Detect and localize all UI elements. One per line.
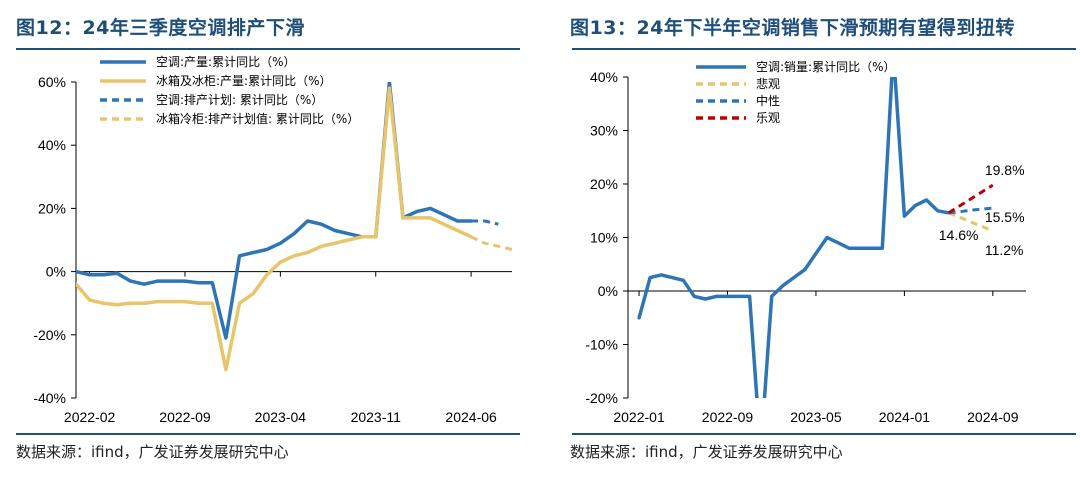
x-tick-label: 2023-05 [790,409,842,425]
y-tick-label: -20% [33,327,66,343]
series-line-3 [948,206,993,215]
source-note: 数据来源：ifind，广发证券发展研究中心 [16,443,289,461]
data-label: 19.8% [985,162,1025,178]
legend-label: 空调:排产计划: 累计同比（%） [156,93,323,107]
y-tick-label: -10% [585,337,618,353]
chart-title: 图13：24年下半年空调销售下滑预期有望得到扭转 [570,17,1015,39]
legend-label: 中性 [756,93,780,108]
footer-divider [572,433,1076,435]
legend-label: 冰箱及冰柜:产量:累计同比（%） [156,73,332,88]
chart-panel-production: 图12：24年三季度空调排产下滑 -40% -20% 0% 20% 40% 60% 2022… [0,0,520,477]
y-tick-label: 20% [590,176,618,192]
y-tick-label: 0% [598,283,618,299]
x-tick-label: 2022-02 [64,409,116,425]
legend-label: 空调:产量:累计同比（%） [156,55,296,69]
data-label: 11.2% [985,242,1024,258]
data-label: 14.6% [939,227,979,243]
chart-panel-sales: 图13：24年下半年空调销售下滑预期有望得到扭转 -20% -10% 0% 10% 20… [556,0,1076,477]
sales-chart: -20% -10% 0% 10% 20% 30% 40% 2022-01 2022-09 2023… [585,60,1026,425]
data-label: 15.5% [985,209,1025,225]
legend: 空调:产量:累计同比（%） 冰箱及冰柜:产量:累计同比（%） 空调:排产计划: 累计… [100,55,359,126]
y-tick-label: 20% [38,200,66,216]
footer-divider [16,433,520,435]
x-tick-label: 2022-01 [613,409,665,425]
x-tick-label: 2024-01 [879,409,931,425]
chart-title: 图12：24年三季度空调排产下滑 [16,17,305,39]
x-tick-label: 2024-06 [445,409,497,425]
legend-label: 悲观 [756,76,780,91]
x-tick-label: 2022-09 [702,409,754,425]
series-line-4 [470,235,512,251]
x-tick-label: 2022-09 [159,409,211,425]
series-line-1 [637,77,951,398]
y-tick-label: 40% [38,137,66,153]
series-line-2 [76,86,473,372]
y-tick-label: 60% [38,74,66,90]
y-tick-label: 30% [590,123,618,139]
legend-label: 空调:销量:累计同比（%） [756,60,896,74]
y-tick-label: -20% [585,390,618,406]
series-line-3 [471,219,499,226]
series-line-4 [947,183,994,215]
x-tick-label: 2023-11 [351,409,402,425]
title-divider [572,48,1076,50]
y-tick-label: 40% [590,69,618,85]
legend-label: 冰箱冷柜:排产计划值: 累计同比（%） [156,111,359,126]
production-chart: -40% -20% 0% 20% 40% 60% 2022-02 2022-09 2023-04… [33,55,512,425]
series-line-2 [948,211,994,233]
x-tick-label: 2023-04 [255,409,307,425]
legend-label: 乐观 [756,111,780,125]
y-tick-label: 0% [46,264,66,280]
y-tick-label: -40% [33,390,66,406]
y-tick-label: 10% [590,230,618,246]
x-tick-label: 2024-09 [967,409,1019,425]
source-note: 数据来源：ifind，广发证券发展研究中心 [570,443,843,461]
title-divider [16,48,520,50]
